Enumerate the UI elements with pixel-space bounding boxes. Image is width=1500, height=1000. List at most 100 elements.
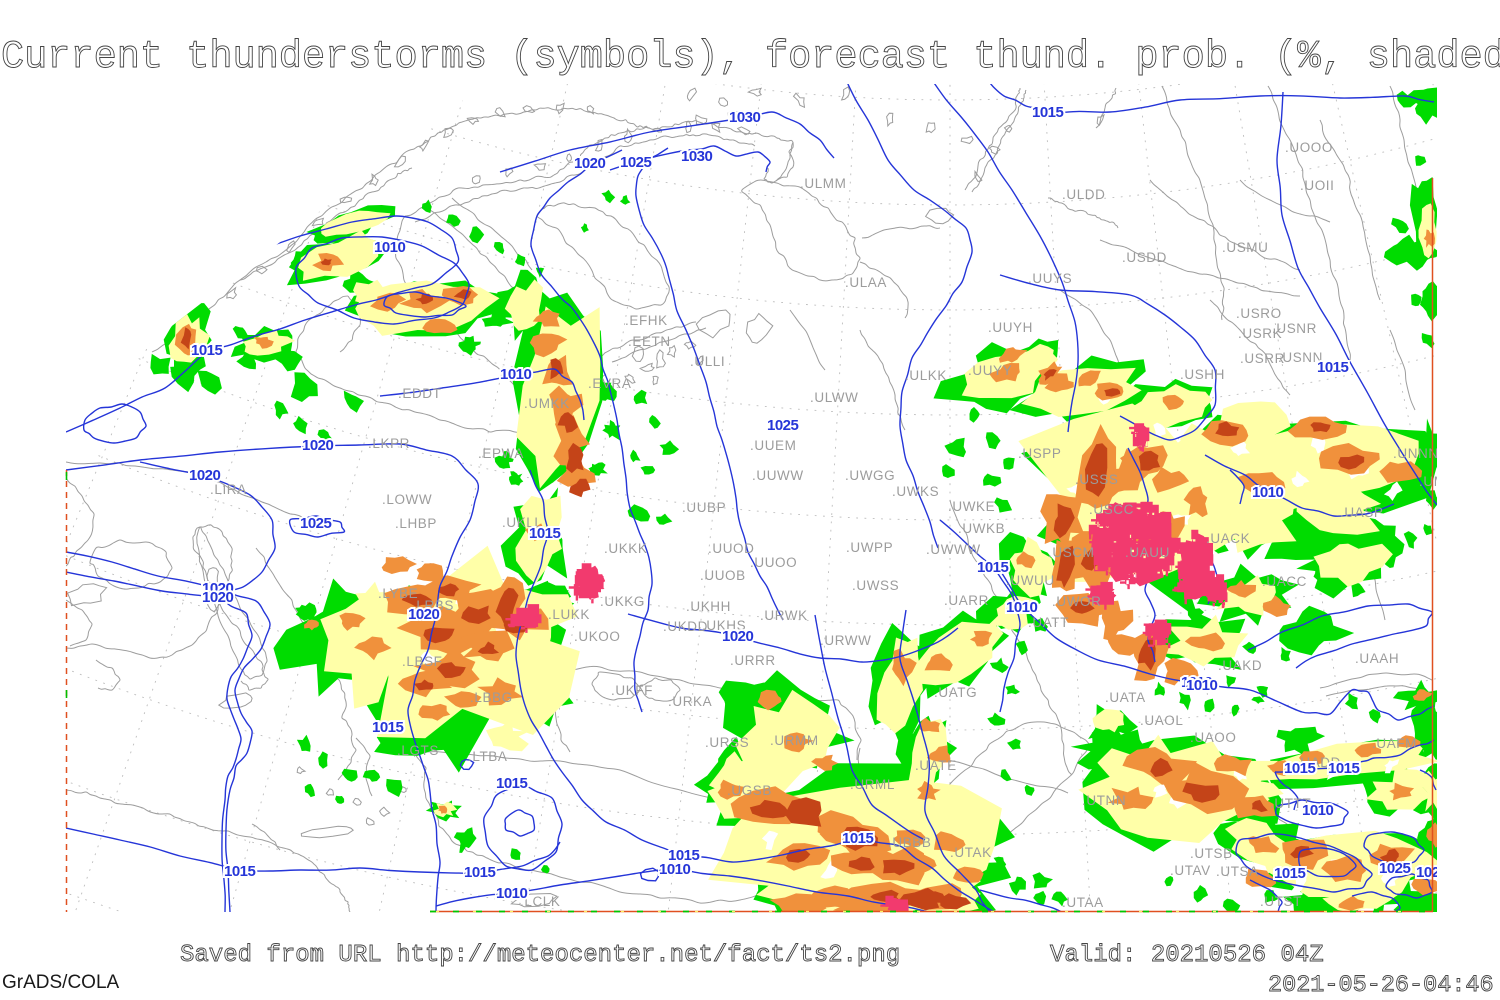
svg-text:.UWGG: .UWGG bbox=[845, 468, 895, 483]
svg-text:.UASP: .UASP bbox=[1340, 505, 1384, 520]
svg-text:1015: 1015 bbox=[668, 847, 700, 864]
svg-text:.UOOO: .UOOO bbox=[1285, 140, 1333, 155]
svg-text:.USHH: .USHH bbox=[1180, 367, 1225, 382]
svg-text:1020: 1020 bbox=[302, 437, 334, 454]
svg-text:.LHBP: .LHBP bbox=[395, 516, 437, 531]
svg-text:.ULAA: .ULAA bbox=[845, 275, 887, 290]
svg-text:.USRK: .USRK bbox=[1238, 326, 1282, 341]
svg-text:1025: 1025 bbox=[767, 417, 799, 434]
svg-text:.USRR: .USRR bbox=[1240, 351, 1285, 366]
svg-text:.LTBA: .LTBA bbox=[468, 749, 508, 764]
svg-text:.ULDD: .ULDD bbox=[1062, 187, 1106, 202]
svg-text:.UUBP: .UUBP bbox=[682, 500, 726, 515]
svg-text:1010: 1010 bbox=[1186, 677, 1218, 694]
svg-text:.UUYY: .UUYY bbox=[968, 363, 1012, 378]
svg-text:.URRR: .URRR bbox=[730, 653, 776, 668]
svg-text:1010: 1010 bbox=[500, 366, 532, 383]
svg-text:Saved from URL http://meteocen: Saved from URL http://meteocenter.net/fa… bbox=[180, 942, 900, 969]
svg-text:.URML: .URML bbox=[850, 777, 895, 792]
svg-text:.ULLI: .ULLI bbox=[690, 354, 725, 369]
svg-text:.UWPP: .UWPP bbox=[846, 540, 893, 555]
svg-text:.UWKB: .UWKB bbox=[958, 521, 1005, 536]
svg-text:.UWUU: .UWUU bbox=[1006, 573, 1055, 588]
svg-text:.UGSB: .UGSB bbox=[727, 783, 772, 798]
svg-text:1025: 1025 bbox=[620, 154, 652, 171]
svg-text:.EETN: .EETN bbox=[628, 334, 671, 349]
svg-text:.UUEM: .UUEM bbox=[750, 438, 797, 453]
svg-text:.UTAK: .UTAK bbox=[950, 845, 992, 860]
svg-text:.LBBG: .LBBG bbox=[470, 690, 513, 705]
svg-text:1015: 1015 bbox=[529, 525, 561, 542]
svg-text:1010: 1010 bbox=[1302, 802, 1334, 819]
svg-text:.UTTT: .UTTT bbox=[1270, 796, 1311, 811]
svg-text:.LUKK: .LUKK bbox=[548, 607, 590, 622]
svg-text:1010: 1010 bbox=[496, 885, 528, 902]
svg-text:.UUOO: .UUOO bbox=[750, 555, 797, 570]
svg-text:1015: 1015 bbox=[977, 559, 1009, 576]
svg-text:.LKPR: .LKPR bbox=[368, 436, 410, 451]
svg-text:.UWWW: .UWWW bbox=[926, 542, 981, 557]
svg-text:.URSS: .URSS bbox=[705, 735, 749, 750]
svg-text:.UKKG: .UKKG bbox=[600, 594, 645, 609]
svg-text:.UATG: .UATG bbox=[934, 685, 977, 700]
svg-text:.UKDD: .UKDD bbox=[663, 619, 708, 634]
svg-text:1015: 1015 bbox=[191, 342, 223, 359]
svg-text:1010: 1010 bbox=[1181, 674, 1213, 691]
svg-text:.EPWA: .EPWA bbox=[478, 446, 524, 461]
svg-text:.LYBE: .LYBE bbox=[378, 586, 418, 601]
svg-text:.UKHS: .UKHS bbox=[702, 618, 746, 633]
svg-text:.UADD: .UADD bbox=[1296, 755, 1341, 770]
svg-text:.UBBB: .UBBB bbox=[888, 835, 932, 850]
svg-text:.UTST: .UTST bbox=[1260, 894, 1302, 909]
svg-text:.UOII: .UOII bbox=[1300, 178, 1335, 193]
svg-text:.LBSF: .LBSF bbox=[402, 654, 443, 669]
svg-text:1015: 1015 bbox=[1284, 760, 1316, 777]
svg-text:.UATT: .UATT bbox=[1028, 615, 1069, 630]
svg-text:2021-05-26-04:46: 2021-05-26-04:46 bbox=[1268, 972, 1494, 999]
svg-text:.UACC: .UACC bbox=[1262, 574, 1307, 589]
svg-text:.USMU: .USMU bbox=[1222, 240, 1269, 255]
svg-text:.LOWW: .LOWW bbox=[382, 492, 432, 507]
svg-text:.USDD: .USDD bbox=[1122, 250, 1167, 265]
svg-text:.URWK: .URWK bbox=[760, 608, 808, 623]
svg-text:.UARR: .UARR bbox=[944, 593, 989, 608]
svg-text:.EVRA: .EVRA bbox=[588, 376, 632, 391]
svg-text:.LGTS: .LGTS bbox=[397, 743, 439, 758]
svg-text:.UAAH: .UAAH bbox=[1355, 651, 1399, 666]
svg-text:1010: 1010 bbox=[374, 239, 406, 256]
svg-text:.LIRA: .LIRA bbox=[210, 482, 247, 497]
svg-text:GrADS/COLA: GrADS/COLA bbox=[2, 972, 120, 993]
svg-text:Valid: 20210526 04Z: Valid: 20210526 04Z bbox=[1050, 942, 1324, 969]
svg-text:.URWW: .URWW bbox=[820, 633, 872, 648]
svg-text:1015: 1015 bbox=[496, 775, 528, 792]
svg-text:.UAKD: .UAKD bbox=[1218, 658, 1262, 673]
svg-text:.UKKK: .UKKK bbox=[604, 541, 648, 556]
svg-text:Current thunderstorms (symbols: Current thunderstorms (symbols), forecas… bbox=[1, 35, 1500, 79]
svg-text:.UWKS: .UWKS bbox=[892, 484, 939, 499]
svg-text:1015: 1015 bbox=[372, 719, 404, 736]
svg-text:1020: 1020 bbox=[574, 155, 606, 172]
svg-text:.LCLK: .LCLK bbox=[520, 894, 561, 909]
svg-text:.UTAA: .UTAA bbox=[1062, 895, 1104, 910]
svg-text:.USCM: .USCM bbox=[1048, 545, 1095, 560]
svg-text:1020: 1020 bbox=[202, 580, 234, 597]
svg-text:.ULWW: .ULWW bbox=[810, 390, 859, 405]
svg-text:1020: 1020 bbox=[189, 467, 221, 484]
svg-text:.UAUU: .UAUU bbox=[1125, 545, 1170, 560]
svg-text:.USCC: .USCC bbox=[1089, 502, 1134, 517]
svg-text:1020: 1020 bbox=[202, 589, 234, 606]
svg-text:1025: 1025 bbox=[1379, 860, 1411, 877]
svg-text:.UUYS: .UUYS bbox=[1028, 271, 1072, 286]
svg-text:.UUOB: .UUOB bbox=[700, 568, 746, 583]
svg-text:1025: 1025 bbox=[300, 515, 332, 532]
svg-text:1015: 1015 bbox=[1032, 104, 1064, 121]
svg-text:.UKOO: .UKOO bbox=[574, 629, 621, 644]
svg-text:.UWOR: .UWOR bbox=[1052, 594, 1102, 609]
svg-text:.USSS: .USSS bbox=[1075, 472, 1119, 487]
svg-text:1015: 1015 bbox=[224, 863, 256, 880]
svg-text:.UACK: .UACK bbox=[1206, 531, 1250, 546]
svg-text:.UMKK: .UMKK bbox=[524, 396, 570, 411]
svg-text:.ULKK: .ULKK bbox=[905, 368, 947, 383]
svg-text:.UWKE: .UWKE bbox=[948, 499, 995, 514]
svg-text:.UTAV: .UTAV bbox=[1170, 863, 1211, 878]
